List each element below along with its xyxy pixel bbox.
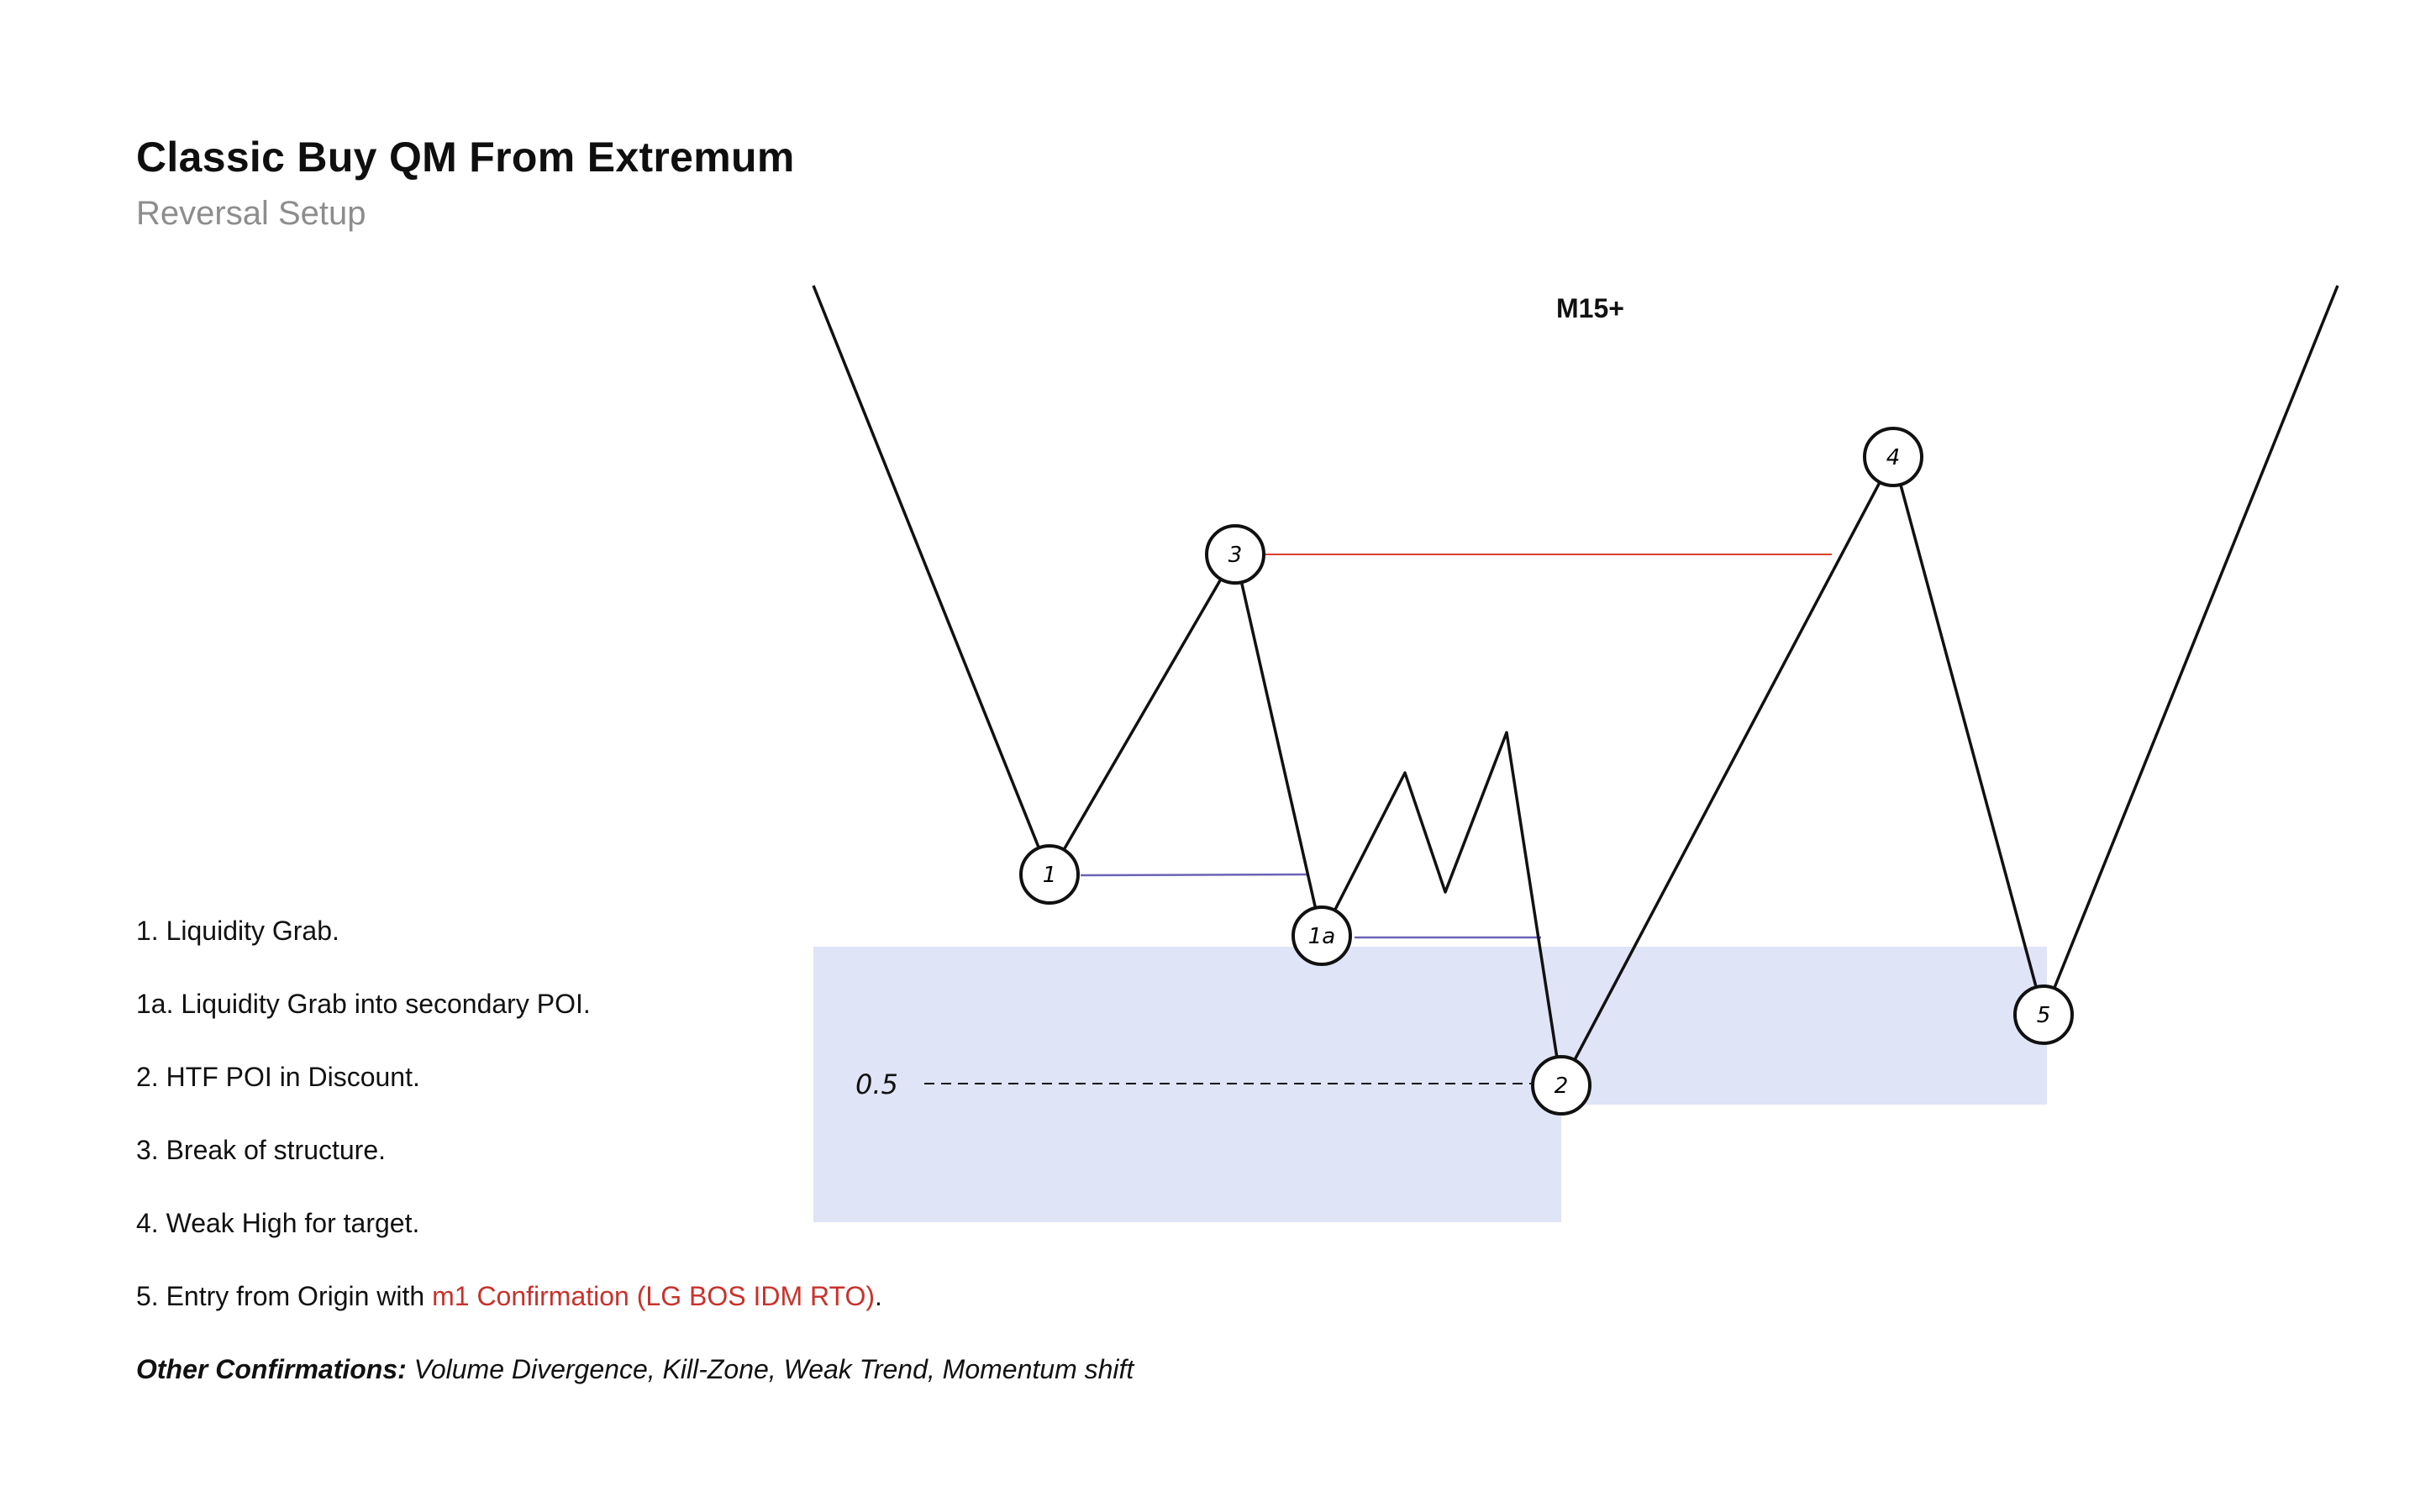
node-5-label: 5 <box>2037 1003 2051 1028</box>
node-1: 1 <box>1019 844 1080 905</box>
node-1-label: 1 <box>1043 863 1057 888</box>
page-subtitle: Reversal Setup <box>136 195 366 232</box>
node-2-label: 2 <box>1555 1074 1569 1099</box>
liquidity-line-1 <box>1080 873 1308 877</box>
node-1a: 1a <box>1292 906 1352 966</box>
note-entry-suffix: . <box>875 1281 882 1311</box>
price-path <box>812 285 2339 1087</box>
node-5: 5 <box>2013 984 2074 1045</box>
node-1a-label: 1a <box>1308 924 1335 949</box>
page-title: Classic Buy QM From Extremum <box>136 134 795 181</box>
other-confirmations-text: Volume Divergence, Kill-Zone, Weak Trend… <box>406 1354 1134 1384</box>
note-liquidity-grab: 1. Liquidity Grab. <box>136 916 339 946</box>
origin-poi-zone <box>1561 947 2047 1105</box>
node-2: 2 <box>1531 1055 1591 1116</box>
note-weak-high: 4. Weak High for target. <box>136 1208 420 1238</box>
other-confirmations-label: Other Confirmations: <box>136 1354 407 1384</box>
node-3: 3 <box>1205 524 1265 585</box>
timeframe-label: M15+ <box>1556 293 1624 323</box>
note-entry-highlight: m1 Confirmation (LG BOS IDM RTO) <box>432 1281 876 1311</box>
note-entry: 5. Entry from Origin with m1 Confirmatio… <box>136 1281 882 1312</box>
note-entry-prefix: 5. Entry from Origin with <box>136 1281 433 1311</box>
note-secondary-poi: 1a. Liquidity Grab into secondary POI. <box>136 989 591 1019</box>
node-4: 4 <box>1863 427 1923 487</box>
node-3-label: 3 <box>1228 543 1243 568</box>
fib-level-label: 0.5 <box>855 1068 898 1100</box>
node-4-label: 4 <box>1886 445 1901 470</box>
note-other-confirmations: Other Confirmations: Volume Divergence, … <box>136 1354 1134 1385</box>
note-htf-poi: 2. HTF POI in Discount. <box>136 1062 420 1092</box>
note-bos: 3. Break of structure. <box>136 1135 387 1165</box>
